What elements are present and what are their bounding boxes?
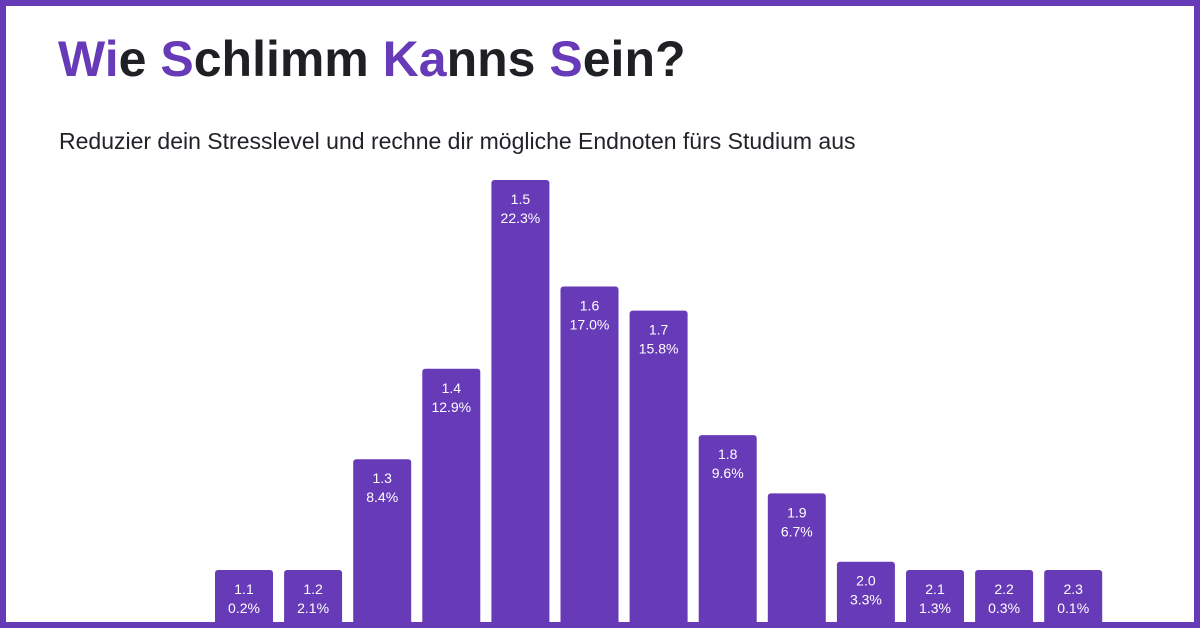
- bar-value-label: 2.1%: [297, 600, 329, 616]
- frame-bottom-border: [0, 622, 1200, 628]
- page-title: Wie Schlimm Kanns Sein?: [58, 30, 686, 88]
- title-part: nns: [446, 31, 550, 87]
- bar-category-label: 1.9: [787, 504, 807, 520]
- title-part: e: [118, 31, 161, 87]
- bar-category-label: 1.4: [442, 380, 462, 396]
- title-part: ein?: [582, 31, 686, 87]
- bar-category-label: 1.7: [649, 322, 669, 338]
- bar-2.1: [906, 570, 964, 628]
- bar-1.4: [422, 368, 481, 628]
- bar-1.2: [284, 570, 343, 628]
- title-part: chlimm: [193, 31, 383, 87]
- bar-category-label: 1.6: [580, 298, 600, 314]
- bar-value-label: 0.1%: [1057, 600, 1089, 616]
- bar-category-label: 1.5: [511, 191, 531, 207]
- bar-value-label: 22.3%: [501, 210, 541, 226]
- bar-value-label: 17.0%: [570, 317, 610, 333]
- bar-1.9: [767, 493, 826, 628]
- bar-1.7: [629, 310, 688, 628]
- bar-value-label: 6.7%: [781, 523, 813, 539]
- bar-value-label: 15.8%: [639, 341, 679, 357]
- bar-value-label: 0.2%: [228, 600, 260, 616]
- bar-2.3: [1044, 570, 1103, 628]
- bar-category-label: 2.1: [925, 581, 945, 597]
- bar-category-label: 1.8: [718, 446, 738, 462]
- bar-category-label: 1.2: [303, 581, 323, 597]
- bar-2.0: [836, 561, 895, 628]
- bar-category-label: 2.0: [856, 573, 876, 589]
- bar-category-label: 2.2: [994, 581, 1014, 597]
- bar-category-label: 1.3: [372, 470, 392, 486]
- title-part: S: [549, 31, 583, 87]
- title-part: S: [160, 31, 194, 87]
- bar-value-label: 3.3%: [850, 592, 882, 608]
- bar-value-label: 9.6%: [712, 465, 744, 481]
- title-part: Wi: [58, 31, 119, 87]
- page-subtitle: Reduzier dein Stresslevel und rechne dir…: [59, 128, 856, 154]
- bar-1.3: [353, 459, 412, 628]
- bar-1.1: [215, 570, 273, 628]
- bar-value-label: 1.3%: [919, 600, 951, 616]
- bar-category-label: 2.3: [1063, 581, 1083, 597]
- bar-value-label: 0.3%: [988, 600, 1020, 616]
- bar-1.6: [560, 286, 619, 628]
- title-part: Ka: [382, 31, 447, 87]
- bar-category-label: 1.1: [234, 581, 254, 597]
- bar-value-label: 8.4%: [366, 489, 398, 505]
- bar-2.2: [975, 570, 1034, 628]
- bar-value-label: 12.9%: [431, 399, 471, 415]
- bar-1.5: [491, 180, 550, 628]
- bar-1.8: [698, 435, 757, 628]
